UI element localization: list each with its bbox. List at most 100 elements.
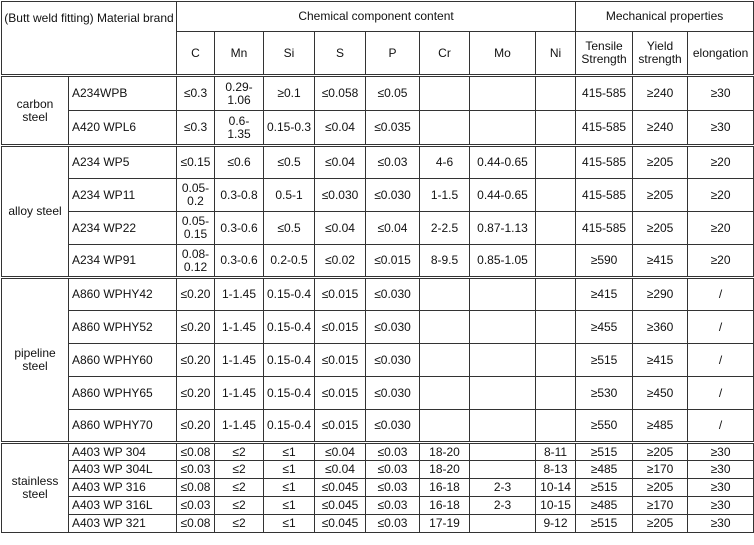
- value-cell: 17-19: [419, 514, 470, 533]
- value-cell: ≥415: [575, 276, 634, 311]
- value-cell: [469, 514, 536, 533]
- value-cell: ≤0.045: [314, 496, 366, 515]
- value-cell: /: [687, 409, 754, 443]
- value-cell: ≥515: [575, 514, 634, 533]
- value-cell: 8-11: [534, 441, 577, 461]
- value-cell: ≥515: [575, 478, 634, 497]
- value-cell: 4-6: [419, 144, 470, 179]
- value-cell: ≤0.08: [176, 514, 215, 533]
- column-header: P: [365, 31, 420, 76]
- value-cell: 1-1.45: [214, 276, 264, 311]
- brand: A403 WP 304: [68, 441, 177, 461]
- value-cell: ≤0.6: [214, 144, 264, 179]
- value-cell: 0.15-0.4: [263, 376, 315, 410]
- value-cell: ≤0.030: [365, 310, 420, 344]
- value-cell: ≤0.03: [365, 460, 420, 479]
- value-cell: 0.3-0.6: [214, 211, 264, 245]
- value-cell: ≤0.03: [365, 144, 420, 179]
- value-cell: 0.15-0.4: [263, 409, 315, 443]
- brand: A403 WP 316: [68, 478, 177, 497]
- value-cell: [534, 211, 577, 245]
- value-cell: 0.15-0.4: [263, 276, 315, 311]
- value-cell: /: [687, 310, 754, 344]
- value-cell: ≥515: [575, 441, 634, 461]
- chemical-header: Chemical component content: [175, 1, 577, 32]
- value-cell: ≥485: [632, 409, 689, 443]
- value-cell: ≥170: [632, 460, 689, 479]
- value-cell: ≤0.015: [365, 244, 420, 278]
- data-row: pipeline steel A860 WPHY42 ≤0.20 1-1.45 0.15…: [1, 276, 754, 443]
- data-row: A860 WPHY52 ≤0.20 1-1.45 0.15-0.4 ≤0.015 ≤0.0…: [2, 310, 754, 344]
- column-header: C: [176, 31, 215, 76]
- value-cell: 8-9.5: [419, 244, 470, 278]
- value-cell: ≤0.045: [314, 478, 366, 497]
- brand: A403 WP 304L: [68, 460, 177, 479]
- value-cell: ≤0.04: [314, 144, 366, 179]
- brand: A420 WPL6: [68, 110, 177, 146]
- data-row: A860 WPHY65 ≤0.20 1-1.45 0.15-0.4 ≤0.015 ≤0.0…: [2, 376, 754, 410]
- value-cell: ≤0.030: [314, 178, 366, 212]
- value-cell: /: [687, 276, 754, 311]
- value-cell: [419, 74, 470, 111]
- value-cell: ≥30: [687, 441, 754, 461]
- group-name: stainless steel: [1, 441, 69, 533]
- spec-table: (Butt weld fitting) Material brand Chemi…: [1, 1, 754, 533]
- value-cell: 0.15-0.4: [263, 343, 315, 377]
- value-cell: ≥550: [575, 409, 634, 443]
- value-cell: 0.15-0.3: [263, 110, 315, 146]
- value-cell: ≤0.035: [365, 110, 420, 146]
- value-cell: [534, 276, 577, 311]
- value-cell: [469, 376, 536, 410]
- value-cell: 1-1.45: [214, 310, 264, 344]
- value-cell: ≥240: [632, 74, 689, 111]
- value-cell: ≤0.3: [176, 110, 215, 146]
- data-row: A420 WPL6 ≤0.3 0.6-1.35 0.15-0.3 ≤0.04 ≤0.035…: [2, 110, 754, 146]
- value-cell: 8-13: [534, 460, 577, 479]
- value-cell: 1-1.5: [419, 178, 470, 212]
- value-cell: [419, 343, 470, 377]
- value-cell: 0.2-0.5: [263, 244, 315, 278]
- column-header: Cr: [419, 31, 470, 76]
- value-cell: ≥30: [687, 514, 754, 533]
- column-header: Mn: [214, 31, 264, 76]
- value-cell: 2-3: [469, 496, 536, 515]
- value-cell: ≤0.04: [314, 211, 366, 245]
- value-cell: ≥205: [632, 178, 689, 212]
- column-header: S: [314, 31, 366, 76]
- brand: A403 WP 316L: [68, 496, 177, 515]
- value-cell: [419, 110, 470, 146]
- data-row: A234 WP91 0.08-0.12 0.3-0.6 0.2-0.5 ≤0.02 ≤0.…: [2, 244, 754, 278]
- value-cell: ≤0.015: [314, 376, 366, 410]
- column-header: elongation: [687, 31, 754, 76]
- value-cell: ≤0.030: [365, 276, 420, 311]
- table-body: (Butt weld fitting) Material brand Chemi…: [1, 1, 754, 533]
- value-cell: ≤0.08: [176, 441, 215, 461]
- value-cell: ≥30: [687, 74, 754, 111]
- value-cell: [419, 310, 470, 344]
- value-cell: ≤0.030: [365, 376, 420, 410]
- value-cell: [469, 110, 536, 146]
- value-cell: 0.85-1.05: [469, 244, 536, 278]
- value-cell: [534, 244, 577, 278]
- value-cell: 0.08-0.12: [176, 244, 215, 278]
- value-cell: ≥455: [575, 310, 634, 344]
- data-row: A860 WPHY70 ≤0.20 1-1.45 0.15-0.4 ≤0.015 ≤0.0…: [2, 409, 754, 443]
- value-cell: ≤0.03: [176, 460, 215, 479]
- data-row: stainless steel A403 WP 304 ≤0.08 ≤2 ≤1 ≤0.04…: [1, 441, 754, 533]
- value-cell: 9-12: [534, 514, 577, 533]
- value-cell: 415-585: [575, 74, 634, 111]
- value-cell: [419, 376, 470, 410]
- value-cell: [419, 276, 470, 311]
- value-cell: 0.3-0.8: [214, 178, 264, 212]
- brand: A234 WP22: [68, 211, 177, 245]
- value-cell: ≤0.02: [314, 244, 366, 278]
- value-cell: [469, 310, 536, 344]
- value-cell: ≤0.08: [176, 478, 215, 497]
- brand: A860 WPHY42: [68, 276, 177, 311]
- value-cell: 16-18: [419, 478, 470, 497]
- value-cell: ≤0.030: [365, 343, 420, 377]
- value-cell: ≤0.04: [314, 460, 366, 479]
- value-cell: [469, 460, 536, 479]
- value-cell: ≤0.03: [365, 478, 420, 497]
- value-cell: ≤0.015: [314, 276, 366, 311]
